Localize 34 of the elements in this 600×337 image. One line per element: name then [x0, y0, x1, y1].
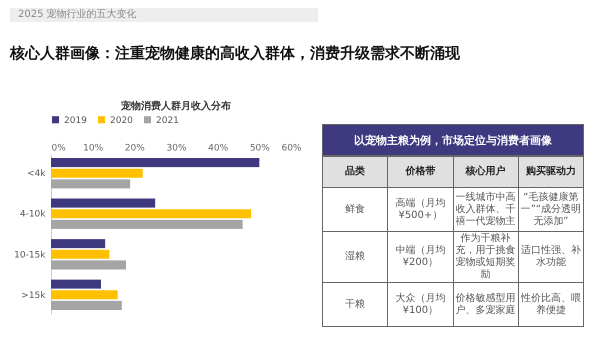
legend-label: 2019: [64, 116, 88, 126]
text: 核心用户: [453, 156, 518, 188]
text: 适口性强、补水功能: [518, 232, 584, 282]
text: 大众（月均¥100）: [388, 282, 453, 326]
text: 作为干粮补充，用于挑食宠物或短期奖励: [453, 232, 518, 282]
x-tick-label: 10%: [83, 144, 104, 154]
text: 鲜食: [322, 188, 388, 232]
y-tick-label: 10-15k: [14, 250, 46, 260]
text: 性价比高、喂养便捷: [518, 282, 584, 326]
chart-title: 宠物消费人群月收入分布: [120, 100, 231, 112]
y-tick-label: 4-10k: [20, 210, 46, 220]
x-tick-label: 0%: [52, 144, 66, 154]
legend-label: 2020: [110, 116, 134, 126]
text: 高端（月均¥500+）: [388, 188, 453, 232]
text: 购买驱动力: [518, 156, 584, 188]
text: 湿粮: [322, 232, 388, 282]
text: 中端（月均¥200）: [388, 232, 453, 282]
text: “毛孩健康第一”“成分透明无添加”: [518, 188, 584, 232]
text: 品类: [322, 156, 388, 188]
text: 以宠物主粮为例，市场定位与消费者画像: [322, 124, 584, 156]
x-tick-label: 60%: [281, 144, 302, 154]
y-tick-label: >15k: [21, 290, 46, 301]
legend-label: 2021: [156, 116, 179, 126]
text: 价格敏感型用户、多宠家庭: [453, 282, 518, 326]
text: 干粮: [322, 282, 388, 326]
x-tick-label: 20%: [124, 144, 146, 154]
text: 一线城市中高收入群体、千禧一代宠物主: [453, 188, 518, 232]
y-tick-label: <4k: [27, 169, 46, 180]
x-tick-label: 50%: [250, 144, 270, 154]
x-tick-label: 30%: [166, 144, 187, 154]
text: 价格带: [388, 156, 453, 188]
x-tick-label: 40%: [208, 144, 229, 154]
text: 2025 宠物行业的五大变化: [10, 8, 318, 22]
text: 核心人群画像：注重宠物健康的高收入群体，消费升级需求不断涌现: [10, 44, 460, 63]
